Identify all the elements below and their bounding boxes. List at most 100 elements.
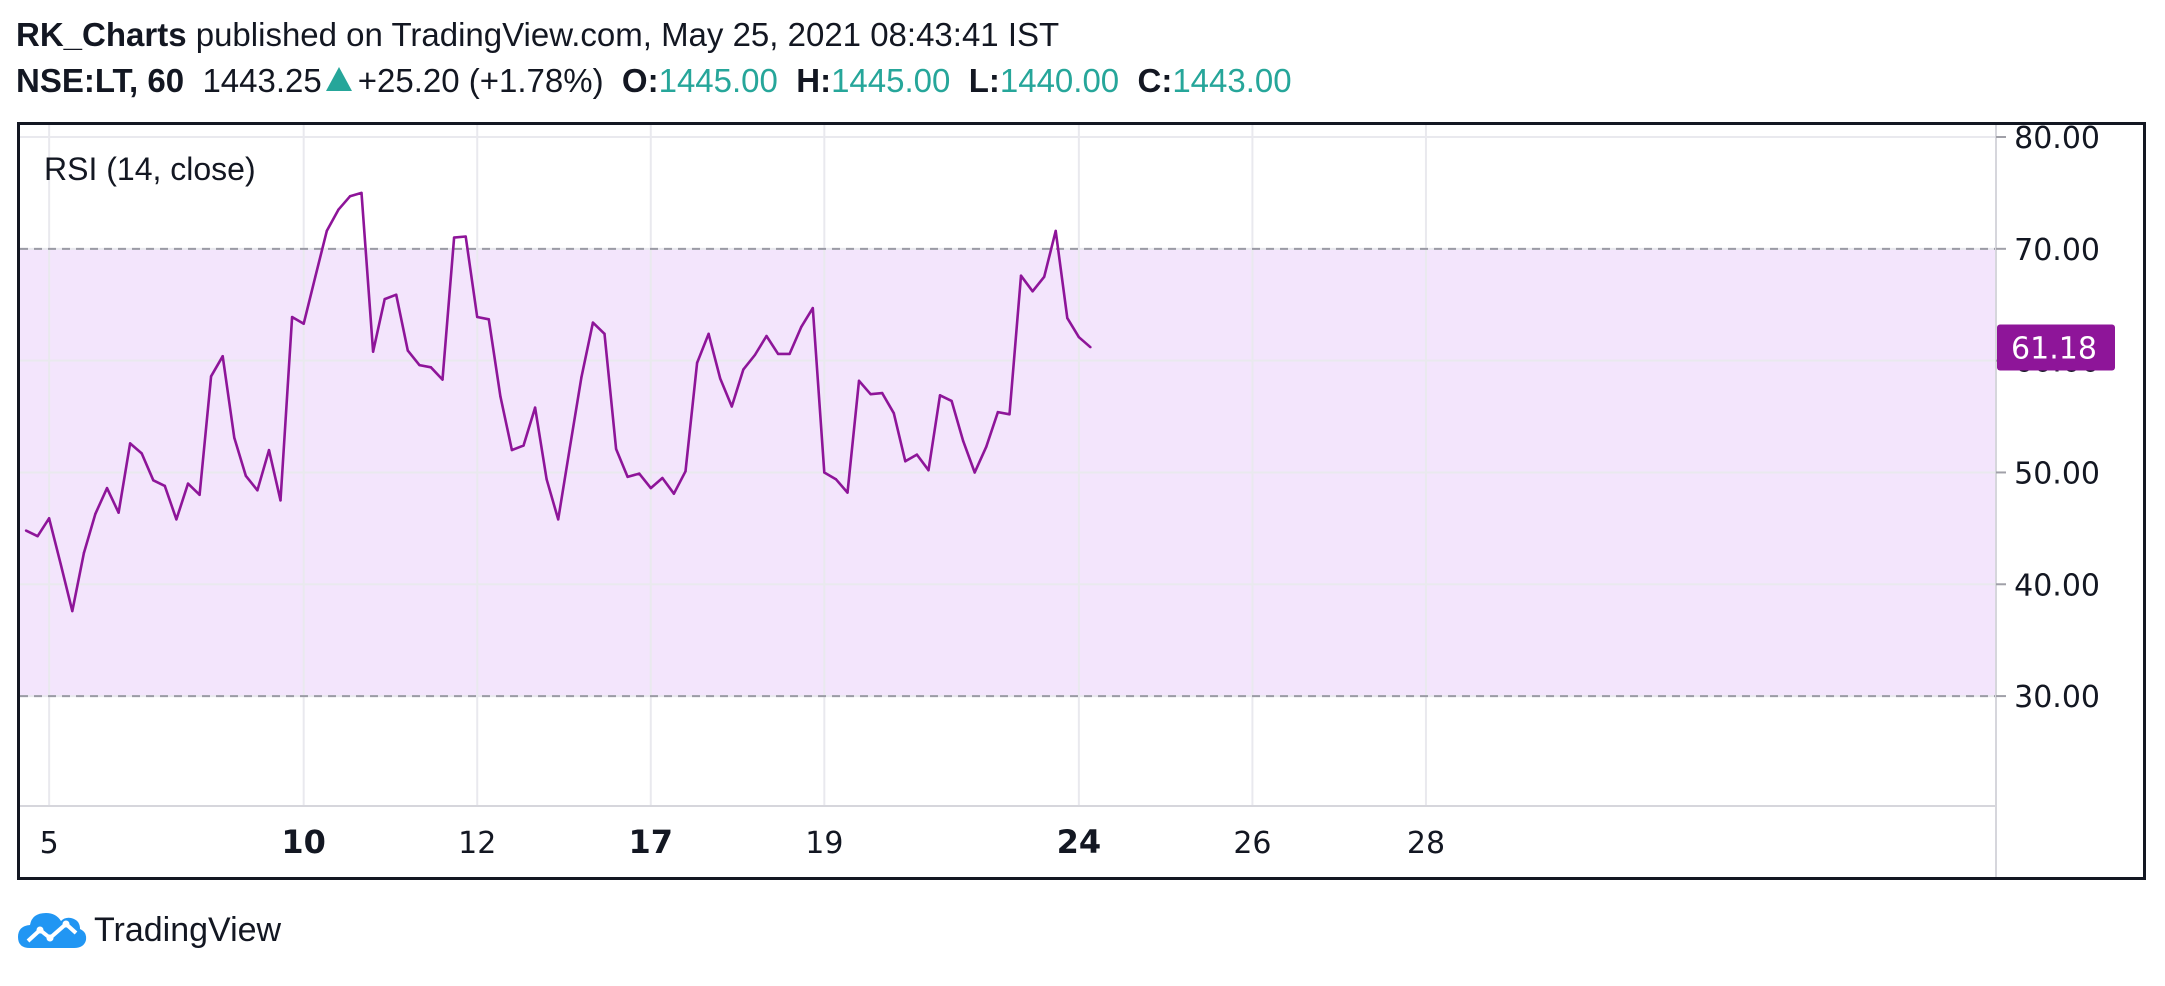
last-value-badge [1997,324,2115,371]
rsi-point [464,235,467,238]
rsi-point [105,486,109,490]
rsi-point [1019,274,1023,277]
rsi-point [476,315,479,319]
rsi-point [1077,335,1081,339]
rsi-point [927,469,930,472]
rsi-point [869,392,872,396]
rsi-point [776,352,780,356]
rsi-point [811,306,814,310]
rsi-point [522,444,525,447]
rsi-point [719,377,722,380]
rsi-point [452,236,456,239]
high-label: H: [796,62,832,99]
rsi-point [892,411,895,415]
ohlc-line: NSE:LT, 60 1443.25 +25.20 (+1.78%) O:1445… [16,58,1292,104]
tradingview-logo[interactable]: TradingView [16,908,281,952]
x-tick-label: 5 [40,826,59,861]
rsi-point [290,315,294,319]
close-label: C: [1137,62,1173,99]
rsi-point [395,293,398,296]
y-tick-label: 30.00 [2014,680,2100,715]
rsi-point [915,453,919,456]
rsi-point [533,406,537,409]
rsi-chart[interactable]: 30.0040.0050.0060.0070.0080.005101217192… [20,125,2143,877]
indicator-label[interactable]: RSI (14, close) [44,151,256,187]
rsi-point [603,332,606,335]
rsi-point [406,349,410,352]
rsi-point [672,492,676,495]
rsi-point [638,472,641,475]
rsi-point [499,395,502,398]
rsi-point [799,325,803,329]
rsi-point [753,353,757,357]
rsi-point [209,375,213,378]
rsi-point [279,499,282,502]
rsi-point [186,482,190,485]
rsi-point [175,518,178,521]
rsi-point [557,518,560,521]
rsi-point [94,512,97,516]
rsi-point [1008,413,1011,416]
rsi-point [418,363,421,367]
rsi-point [383,297,386,301]
rsi-point [880,391,884,395]
symbol-label: NSE:LT, 60 [16,62,185,99]
x-tick-label: 12 [458,826,496,861]
author-name[interactable]: RK_Charts [16,16,187,53]
rsi-point [684,470,687,473]
rsi-point [661,476,664,480]
rsi-point [788,352,791,356]
rsi-point [348,195,352,198]
x-tick-label: 19 [805,826,843,861]
rsi-point [36,534,39,538]
x-tick-label: 10 [281,823,326,861]
open-value: 1445.00 [658,62,778,99]
rsi-point [580,376,583,379]
rsi-point [47,517,51,520]
rsi-point [59,562,62,566]
rsi-point [441,378,444,381]
rsi-point [71,609,74,613]
rsi-point [765,334,768,338]
rsi-point [163,484,167,488]
y-tick-label: 40.00 [2014,568,2100,603]
y-tick-label: 70.00 [2014,233,2100,268]
rsi-point [649,486,652,490]
rsi-point [117,511,120,514]
rsi-point [938,394,942,397]
rsi-point [614,447,618,451]
rsi-point [244,474,248,478]
rsi-point [996,410,1000,414]
price-change: +25.20 (+1.78%) [357,62,604,99]
published-text: published on TradingView.com, May 25, 20… [195,16,1060,53]
rsi-point [325,229,329,233]
rsi-point [1066,316,1069,320]
rsi-point [742,368,745,371]
close-value: 1443.00 [1172,62,1292,99]
rsi-point [152,479,155,482]
rsi-point [961,439,965,443]
x-tick-label: 17 [629,823,674,861]
rsi-point [591,321,595,324]
rsi-point [1042,275,1046,278]
rsi-point [834,477,838,481]
high-value: 1445.00 [831,62,951,99]
y-tick-label: 50.00 [2014,456,2100,491]
rsi-point [568,446,571,450]
rsi-point [950,399,953,403]
rsi-point [337,208,340,211]
rsi-point [973,471,976,474]
low-label: L: [968,62,1000,99]
chart-header: RK_Charts published on TradingView.com, … [16,12,1292,104]
rsi-point [904,460,907,463]
y-tick-label: 80.00 [2014,125,2100,156]
rsi-point [846,491,849,494]
rsi-point [302,322,305,325]
rsi-point [360,191,363,195]
x-tick-label: 26 [1233,826,1271,861]
open-label: O: [621,62,659,99]
rsi-point [314,275,317,278]
rsi-point [730,405,733,408]
rsi-point [857,379,861,382]
rsi-chart-panel[interactable]: 30.0040.0050.0060.0070.0080.005101217192… [17,122,2146,880]
